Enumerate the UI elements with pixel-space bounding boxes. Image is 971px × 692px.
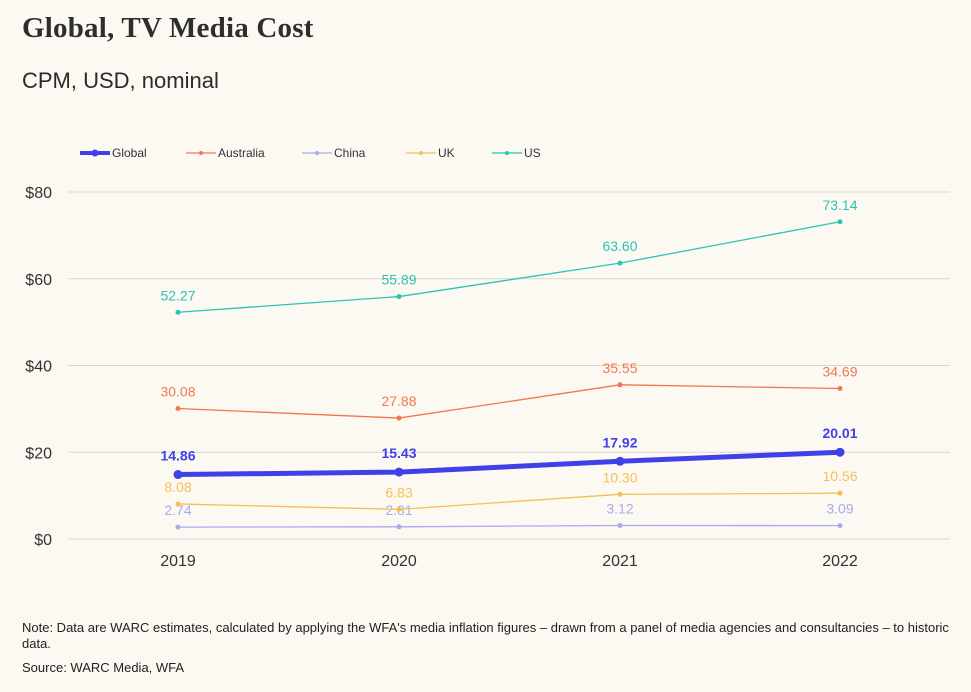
y-tick-label: $20 — [25, 445, 52, 462]
data-point-australia — [837, 386, 843, 392]
data-label-china: 3.12 — [606, 500, 633, 516]
data-point-global — [615, 456, 625, 466]
data-label-uk: 10.30 — [602, 469, 637, 485]
legend-item-china[interactable]: China — [302, 145, 365, 161]
chart-subtitle: CPM, USD, nominal — [22, 68, 219, 93]
legend-label: US — [524, 146, 541, 160]
data-label-us: 55.89 — [381, 272, 416, 288]
data-point-global — [394, 467, 404, 477]
legend-label: UK — [438, 146, 455, 160]
legend-item-australia[interactable]: Australia — [186, 145, 265, 161]
series-line-uk — [177, 492, 841, 511]
data-point-us — [175, 309, 181, 315]
x-tick-label: 2021 — [602, 553, 638, 570]
data-label-uk: 6.83 — [385, 484, 412, 500]
y-tick-label: $60 — [25, 272, 52, 289]
y-tick-label: $40 — [25, 359, 52, 376]
legend-label: Australia — [218, 146, 265, 160]
legend-swatch-australia — [186, 151, 216, 155]
legend-swatch-uk — [406, 151, 436, 155]
data-point-uk — [396, 506, 402, 512]
data-point-us — [617, 260, 623, 266]
data-point-global — [173, 470, 183, 480]
y-tick-label: $0 — [34, 532, 52, 549]
legend-label: Global — [112, 146, 147, 160]
legend-item-global[interactable]: Global — [80, 145, 147, 161]
legend-item-us[interactable]: US — [492, 145, 541, 161]
data-label-china: 2.74 — [164, 502, 191, 518]
data-point-us — [396, 294, 402, 300]
x-tick-label: 2019 — [160, 553, 196, 570]
data-label-uk: 8.08 — [164, 479, 191, 495]
data-point-australia — [396, 415, 402, 421]
legend-swatch-china — [302, 151, 332, 155]
x-tick-label: 2022 — [822, 553, 858, 570]
series-line-us — [177, 221, 841, 313]
data-label-australia: 27.88 — [381, 393, 416, 409]
legend-label: China — [334, 146, 366, 160]
data-point-china — [837, 523, 843, 529]
chart-note: Note: Data are WARC estimates, calculate… — [22, 620, 949, 651]
data-point-uk — [837, 490, 843, 496]
data-point-china — [396, 524, 402, 530]
data-label-china: 3.09 — [826, 501, 853, 517]
legend-item-uk[interactable]: UK — [406, 145, 455, 161]
data-point-uk — [175, 501, 181, 507]
data-label-us: 73.14 — [822, 197, 857, 213]
data-point-global — [835, 447, 845, 457]
data-point-china — [617, 522, 623, 528]
series-line-global — [177, 449, 841, 478]
data-label-global: 15.43 — [381, 445, 416, 461]
data-point-china — [175, 524, 181, 530]
data-label-australia: 30.08 — [160, 384, 195, 400]
data-point-australia — [175, 406, 181, 412]
data-label-global: 17.92 — [602, 434, 637, 450]
chart-source: Source: WARC Media, WFA — [22, 660, 185, 675]
data-point-australia — [617, 382, 623, 388]
data-point-uk — [617, 491, 623, 497]
data-point-us — [837, 219, 843, 225]
data-label-us: 63.60 — [602, 238, 637, 254]
data-label-australia: 34.69 — [822, 364, 857, 380]
data-label-us: 52.27 — [160, 287, 195, 303]
legend-swatch-global — [80, 149, 110, 157]
series-line-china — [177, 524, 841, 528]
legend-swatch-us — [492, 151, 522, 155]
data-label-australia: 35.55 — [602, 360, 637, 376]
y-tick-label: $80 — [25, 185, 52, 202]
data-label-global: 20.01 — [822, 425, 857, 441]
data-label-uk: 10.56 — [822, 468, 857, 484]
data-label-global: 14.86 — [160, 448, 195, 464]
x-tick-label: 2020 — [381, 553, 417, 570]
chart-title: Global, TV Media Cost — [22, 12, 314, 44]
series-line-australia — [177, 384, 841, 419]
